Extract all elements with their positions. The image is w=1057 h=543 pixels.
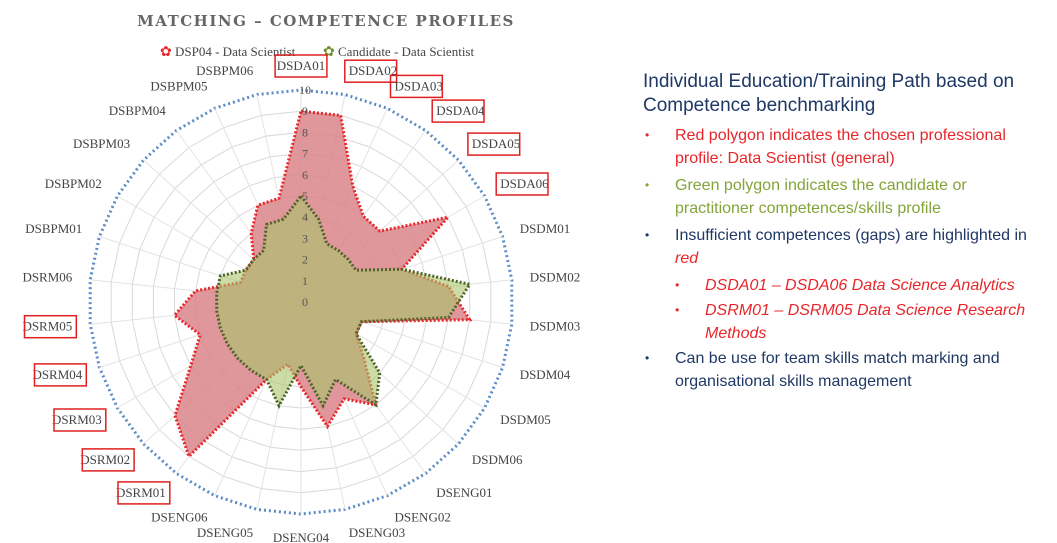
category-label: DSDA05 (472, 136, 520, 151)
tick-label: 7 (302, 147, 308, 161)
bullet-list: • Red polygon indicates the chosen profes… (643, 124, 1043, 393)
highlight-box (117, 481, 171, 505)
bullet-text: Can be use for team skills match marking… (675, 350, 1000, 390)
category-label: DSENG04 (273, 530, 330, 543)
category-label: DSDA01 (277, 58, 325, 73)
category-label: DSRM02 (80, 452, 130, 467)
radar-series (172, 109, 473, 460)
highlight-box (23, 314, 78, 339)
tick-label: 5 (302, 189, 308, 203)
category-label: DSRM06 (22, 269, 72, 284)
category-label: DSBPM01 (25, 221, 82, 236)
highlight-box (53, 408, 107, 432)
category-label: DSENG06 (151, 510, 208, 525)
highlight-box (431, 99, 485, 123)
category-label: DSDM03 (530, 319, 581, 334)
chart-title: MATCHING – COMPETENCE PROFILES (137, 12, 515, 30)
category-label: DSDA02 (349, 63, 397, 78)
highlight-box (344, 59, 398, 83)
category-label: DSENG02 (395, 510, 451, 525)
bullet-item-gaps: • Insufficient competences (gaps) are hig… (643, 224, 1043, 270)
bullet-text: Red polygon indicates the chosen profess… (675, 127, 1006, 167)
category-label: DSDM06 (472, 452, 523, 467)
category-label: DSDM04 (520, 367, 571, 382)
legend-label-candidate: Candidate - Data Scientist (338, 44, 474, 59)
side-panel: Individual Education/Training Path based… (643, 70, 1043, 397)
radial-ticks: 0 1 2 3 4 5 6 7 8 9 10 (299, 83, 311, 309)
tick-label: 8 (302, 125, 308, 139)
category-label: DSRM04 (32, 367, 82, 382)
bullet-dot-icon: • (645, 228, 650, 242)
bullet-dot-icon: • (645, 128, 650, 142)
radar-chart: MATCHING – COMPETENCE PROFILES ✿ DSP04 -… (22, 12, 581, 543)
bullet-dot-icon: • (675, 278, 680, 292)
category-label: DSDA06 (500, 176, 549, 191)
tick-label: 9 (302, 104, 308, 118)
category-label: DSENG01 (436, 485, 492, 500)
bullet-subitem-dsda: • DSDA01 – DSDA06 Data Science Analytics (643, 274, 1043, 297)
bullet-text: DSDA01 – DSDA06 Data Science Analytics (705, 277, 1015, 294)
bullet-text: Green polygon indicates the candidate or… (675, 177, 967, 217)
tick-label: 4 (302, 210, 308, 224)
category-label: DSBPM04 (109, 103, 167, 118)
tick-label: 2 (302, 253, 308, 267)
category-label: DSRM03 (52, 412, 102, 427)
highlight-box (274, 54, 328, 78)
bullet-item-green-polygon: • Green polygon indicates the candidate o… (643, 174, 1043, 220)
bullet-dot-icon: • (645, 351, 650, 365)
category-label: DSRM01 (116, 485, 166, 500)
category-label: DSBPM05 (150, 78, 207, 93)
highlight-box (495, 172, 549, 196)
category-label: DSBPM03 (73, 136, 130, 151)
category-label: DSENG03 (349, 525, 405, 540)
side-panel-title: Individual Education/Training Path based… (643, 71, 1015, 116)
tick-label: 0 (302, 295, 308, 309)
bullet-subitem-dsrm: • DSRM01 – DSRM05 Data Science Research M… (643, 299, 1043, 345)
category-label: DSBPM06 (196, 63, 254, 78)
bullet-item-red-polygon: • Red polygon indicates the chosen profes… (643, 124, 1043, 170)
tick-label: 3 (302, 231, 308, 245)
tick-label: 1 (302, 274, 308, 288)
highlight-box (389, 74, 444, 99)
bullet-dot-icon: • (645, 178, 650, 192)
bullet-dot-icon: • (675, 303, 680, 317)
bullet-text: Insufficient competences (gaps) are high… (675, 227, 1027, 244)
category-label: DSENG05 (197, 525, 253, 540)
bullet-item-team-skills: • Can be use for team skills match markin… (643, 347, 1043, 393)
bullet-text: DSRM01 – DSRM05 Data Science Research Me… (705, 302, 1026, 342)
bullet-text-emphasis: red (675, 250, 699, 267)
category-label: DSDA03 (395, 78, 443, 93)
legend-marker-red: ✿ (160, 45, 172, 60)
highlight-box (33, 363, 88, 387)
legend-marker-green: ✿ (323, 45, 335, 60)
category-label: DSDA04 (436, 103, 485, 118)
tick-label: 10 (299, 83, 311, 97)
category-label: DSRM05 (22, 319, 72, 334)
legend-label-profile: DSP04 - Data Scientist (175, 44, 296, 59)
chart-legend: ✿ DSP04 - Data Scientist ✿ Candidate - D… (160, 44, 474, 60)
series-polygon-candidate (215, 193, 473, 409)
category-label: DSBPM02 (45, 176, 102, 191)
category-label: DSDM01 (520, 221, 571, 236)
highlight-box (81, 448, 135, 472)
tick-label: 6 (302, 168, 308, 182)
category-label: DSDM05 (500, 412, 551, 427)
category-label: DSDM02 (530, 269, 581, 284)
highlight-box (467, 132, 521, 156)
